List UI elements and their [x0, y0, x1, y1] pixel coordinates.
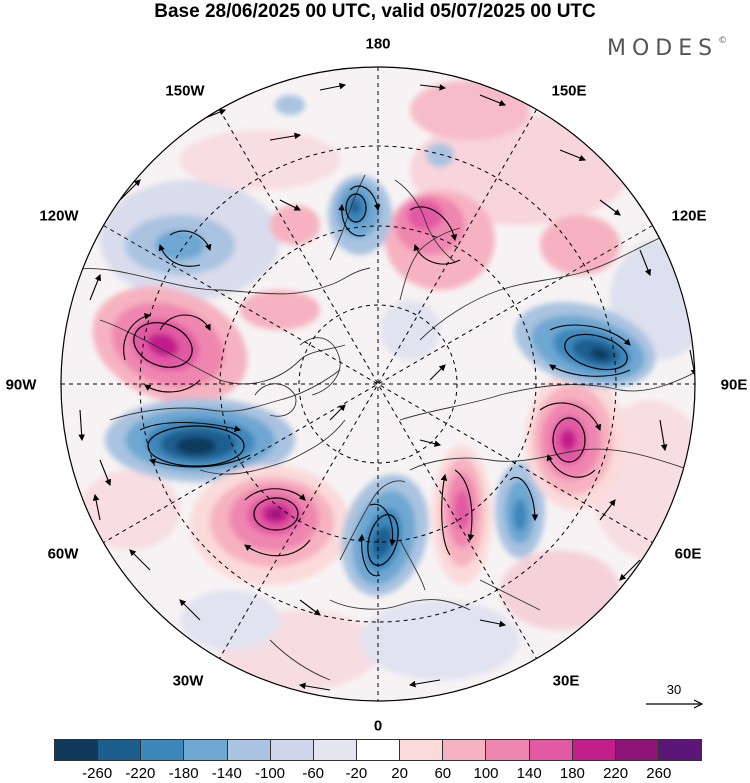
coastlines — [69, 174, 695, 681]
map-border — [60, 66, 696, 702]
colorbar-segment — [614, 740, 658, 760]
colorbar-tick-label: -20 — [345, 765, 368, 782]
colorbar-segment — [312, 740, 356, 760]
reference-vector: 30 — [640, 682, 708, 712]
reference-arrow-icon — [646, 699, 704, 709]
colorbar-ticks: -260 -220 -180 -140 -100 -60 -20 20 60 100 140 180 2… — [0, 765, 750, 783]
lon-label-60w: 60W — [47, 545, 79, 563]
colorbar-segment — [399, 740, 443, 760]
colorbar-tick-label: 20 — [391, 765, 408, 782]
reference-vector-label: 30 — [666, 682, 682, 697]
colorbar-segment — [55, 740, 98, 760]
lon-label-30w: 30W — [172, 672, 204, 690]
lon-label-90w: 90W — [5, 376, 37, 394]
lon-label-120w: 120W — [39, 207, 79, 225]
colorbar-segment — [183, 740, 227, 760]
logo-text: MODES — [607, 36, 719, 61]
colorbar-tick-label: -220 — [125, 765, 156, 782]
colorbar-tick-label: 140 — [516, 765, 542, 782]
colorbar-segment — [269, 740, 313, 760]
wind-vectors — [78, 82, 695, 701]
colorbar-segment — [355, 740, 400, 760]
map-title: Base 28/06/2025 00 UTC, valid 05/07/2025… — [154, 1, 596, 22]
copyright-mark: © — [718, 35, 728, 46]
colorbar-segment — [97, 740, 141, 760]
lon-label-150e: 150E — [551, 82, 587, 100]
colorbar-tick-label: 220 — [603, 765, 629, 782]
colorbar-tick-label: -100 — [254, 765, 286, 782]
lon-label-150w: 150W — [165, 82, 205, 100]
colorbar-segment — [657, 740, 702, 760]
colorbar-tick-label: 100 — [473, 765, 499, 782]
colorbar-tick-label: -180 — [168, 765, 199, 782]
lon-label-60e: 60E — [674, 545, 702, 563]
lon-label-180: 180 — [365, 35, 391, 53]
contours — [133, 193, 628, 566]
colorbar-segment — [485, 740, 529, 760]
colorbar-tick-label: -260 — [82, 765, 113, 782]
colorbar-segment — [140, 740, 184, 760]
colorbar-segment — [226, 740, 270, 760]
colorbar-tick-label: -140 — [211, 765, 242, 782]
colorbar-segment — [571, 740, 615, 760]
lon-label-120e: 120E — [671, 207, 707, 225]
modes-logo: MODES© — [607, 36, 727, 61]
lon-label-0: 0 — [373, 717, 383, 735]
colorbar-tick-label: 260 — [646, 765, 672, 782]
colorbar-tick-label: -60 — [302, 765, 325, 782]
colorbar-segment — [442, 740, 486, 760]
colorbar-tick-label: 180 — [559, 765, 585, 782]
lon-label-90e: 90E — [720, 376, 748, 394]
colorbar-tick-label: 60 — [434, 765, 452, 782]
graticule — [61, 67, 695, 701]
anomaly-field — [69, 80, 695, 701]
colorbar-segment — [528, 740, 572, 760]
colorbar — [54, 739, 702, 761]
lon-label-30e: 30E — [552, 672, 580, 690]
